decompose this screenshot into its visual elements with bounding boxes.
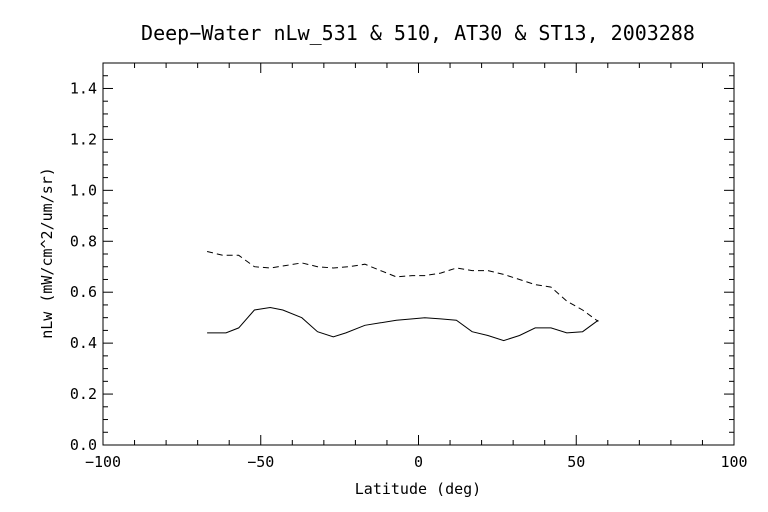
y-tick-label: 0.0 [70, 436, 97, 454]
x-tick-label: 50 [567, 453, 585, 471]
x-tick-label: −100 [85, 453, 121, 471]
y-tick-label: 1.4 [70, 79, 97, 97]
series-group [206, 251, 599, 342]
y-axis-label: nLw (mW/cm^2/um/sr) [38, 167, 56, 339]
y-tick-label: 1.0 [70, 181, 97, 199]
x-tick-label: 0 [414, 453, 423, 471]
y-tick-label: 1.2 [70, 130, 97, 148]
x-tick-label: −50 [247, 453, 274, 471]
x-axis-label: Latitude (deg) [355, 480, 481, 498]
y-tick-label: 0.6 [70, 283, 97, 301]
x-tick-label: 100 [720, 453, 747, 471]
y-tick-label: 0.2 [70, 385, 97, 403]
series-line-dashed [206, 251, 599, 322]
plot-frame [102, 62, 735, 446]
axis-ticks: −100 −50 0 50 100 0.0 0.2 0.4 0.6 0.8 1.0 1.2 1.4 [70, 62, 748, 471]
y-tick-label: 0.4 [70, 334, 97, 352]
series-line-solid [207, 306, 599, 342]
y-tick-label: 0.8 [70, 232, 97, 250]
chart-title: Deep−Water nLw_531 & 510, AT30 & ST13, 2… [141, 21, 695, 45]
